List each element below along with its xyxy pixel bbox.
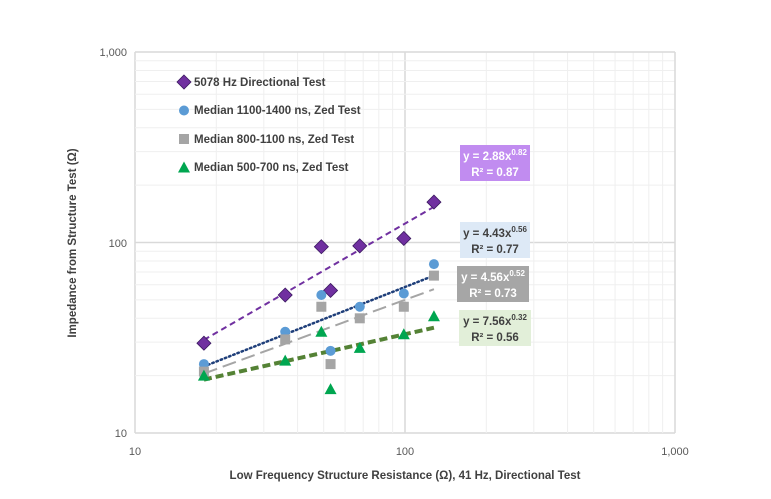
x-tick-label: 1,000 — [661, 446, 689, 458]
y-tick-label: 1,000 — [99, 47, 127, 59]
diamond-marker — [426, 194, 442, 210]
data-points — [196, 194, 442, 395]
circle-marker — [354, 301, 365, 312]
square-marker — [398, 301, 409, 312]
legend-label: Median 500-700 ns, Zed Test — [194, 162, 349, 174]
y-tick-label: 10 — [115, 428, 127, 440]
svg-text:y = 4.43x0.56: y = 4.43x0.56 — [463, 225, 527, 240]
diamond-marker — [313, 239, 329, 255]
equation: y = 2.88x — [463, 151, 512, 163]
diamond-marker — [396, 230, 412, 247]
triangle-marker — [427, 310, 440, 322]
circle-marker — [428, 259, 439, 270]
equation-box: y = 4.56x0.52 R² = 0.73 — [457, 266, 529, 302]
square-marker — [280, 334, 291, 345]
triangle-marker — [324, 383, 337, 395]
square-marker — [325, 359, 336, 370]
r-squared: R² = 0.77 — [471, 244, 519, 256]
r-squared: R² = 0.56 — [471, 332, 519, 344]
square-marker — [316, 301, 327, 312]
circle-marker — [179, 105, 189, 116]
circle-marker — [398, 288, 409, 299]
diamond-marker — [176, 74, 192, 90]
r-squared: R² = 0.87 — [471, 167, 519, 179]
diamond-marker — [277, 287, 293, 303]
triangle-marker — [315, 325, 328, 337]
equation: y = 4.43x — [463, 228, 512, 240]
legend-label: 5078 Hz Directional Test — [194, 77, 326, 89]
trendline — [203, 205, 435, 341]
square-marker — [354, 313, 365, 324]
circle-marker — [198, 359, 209, 370]
exponent: 0.56 — [511, 225, 527, 234]
exponent: 0.82 — [511, 148, 527, 157]
triangle-marker — [197, 369, 210, 381]
svg-text:y = 2.88x0.82: y = 2.88x0.82 — [463, 148, 527, 163]
triangle-marker — [178, 161, 190, 173]
tick-labels: 10 100 1,000 10 100 1,000 — [99, 47, 688, 458]
r-squared: R² = 0.73 — [469, 288, 517, 300]
equation-box: y = 4.43x0.56 R² = 0.77 — [460, 222, 530, 258]
equation-box: y = 2.88x0.82 R² = 0.87 — [460, 145, 530, 181]
exponent: 0.52 — [509, 269, 525, 278]
square-marker — [179, 134, 189, 144]
circle-marker — [325, 345, 336, 356]
x-axis-label: Low Frequency Structure Resistance (Ω), … — [230, 470, 581, 482]
circle-marker — [316, 290, 327, 301]
triangle-marker — [397, 328, 410, 340]
x-tick-label: 100 — [396, 446, 414, 458]
triangle-marker — [279, 354, 292, 366]
legend-label: Median 800-1100 ns, Zed Test — [194, 134, 354, 146]
diamond-marker — [196, 335, 212, 351]
equation-boxes: y = 2.88x0.82 R² = 0.87 y = 4.43x0.56 R²… — [457, 145, 531, 346]
legend-label: Median 1100-1400 ns, Zed Test — [194, 105, 361, 117]
equation-box: y = 7.56x0.32 R² = 0.56 — [459, 310, 531, 346]
square-marker — [428, 270, 439, 281]
exponent: 0.32 — [511, 313, 527, 322]
diamond-marker — [352, 238, 368, 254]
triangle-marker — [353, 341, 366, 353]
trendline — [202, 274, 436, 368]
svg-text:y = 7.56x0.32: y = 7.56x0.32 — [463, 313, 527, 328]
x-tick-label: 10 — [129, 446, 141, 458]
circle-marker — [280, 326, 291, 337]
svg-text:y = 4.56x0.52: y = 4.56x0.52 — [461, 269, 525, 284]
y-tick-label: 100 — [109, 238, 127, 250]
diamond-marker — [322, 282, 339, 299]
trendline — [203, 325, 435, 382]
equation: y = 7.56x — [463, 316, 512, 328]
equation: y = 4.56x — [461, 272, 510, 284]
legend: 5078 Hz Directional Test Median 1100-140… — [176, 74, 361, 174]
y-axis-label: Impedance from Structure Test (Ω) — [67, 148, 79, 337]
